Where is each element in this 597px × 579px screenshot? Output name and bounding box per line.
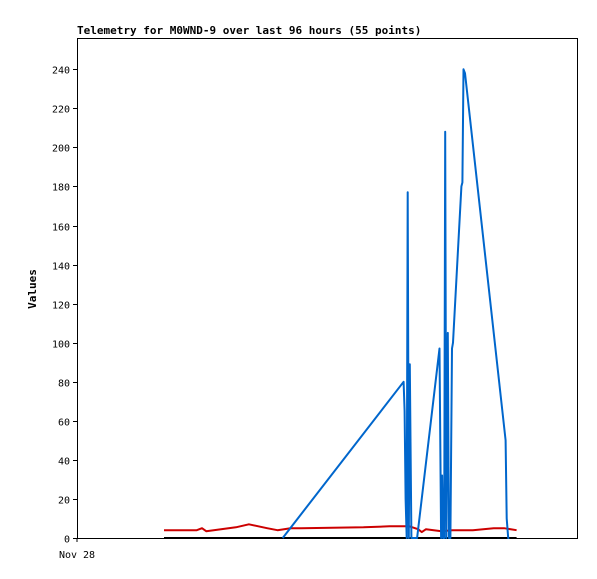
y-axis-ticks: 0 20 40 60 80 100 120 140 160 180 200 220 240 <box>52 66 77 546</box>
y-tick-label: 120 <box>52 301 70 312</box>
y-tick-label: 240 <box>52 66 70 77</box>
y-tick-label: 200 <box>52 144 70 155</box>
y-tick-label: 160 <box>52 223 70 234</box>
y-tick-label: 0 <box>64 535 70 546</box>
series-layer <box>164 68 517 539</box>
y-tick-label: 140 <box>52 262 70 273</box>
y-tick-label: 220 <box>52 105 70 116</box>
y-tick-label: 40 <box>58 457 70 468</box>
y-tick-label: 100 <box>52 340 70 351</box>
y-tick-label: 60 <box>58 418 70 429</box>
chart-title: Telemetry for M0WND-9 over last 96 hours… <box>77 24 421 37</box>
y-tick-label: 180 <box>52 183 70 194</box>
x-axis-ticks: Nov 28 <box>59 538 95 561</box>
series-line-0 <box>281 68 510 539</box>
y-axis-label: Values <box>26 269 39 309</box>
x-tick-label: Nov 28 <box>59 550 95 561</box>
plot-frame <box>77 38 578 539</box>
y-tick-label: 20 <box>58 496 70 507</box>
series-line-1 <box>164 523 517 534</box>
y-tick-label: 80 <box>58 379 70 390</box>
